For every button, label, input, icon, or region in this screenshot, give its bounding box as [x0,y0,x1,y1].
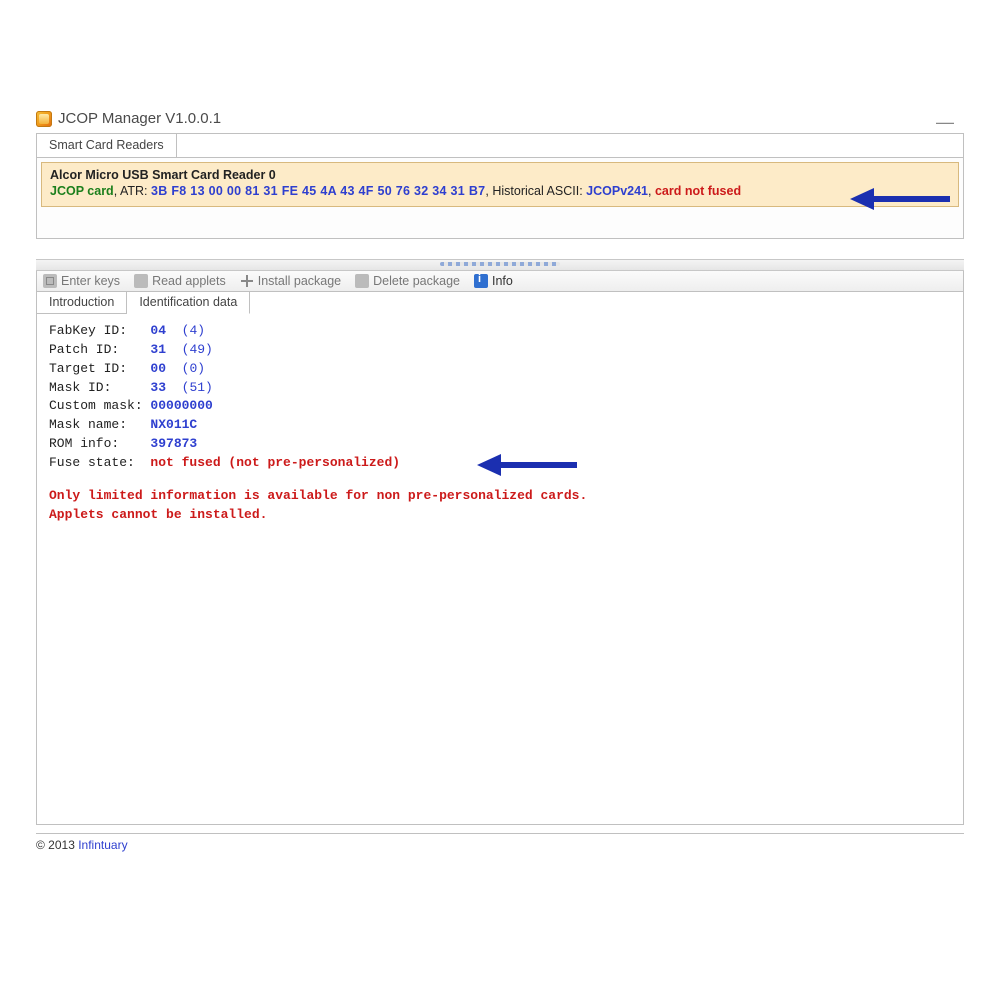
reader-name: Alcor Micro USB Smart Card Reader 0 [50,167,950,183]
reader-atr-line: JCOP card, ATR: 3B F8 13 00 00 81 31 FE … [50,183,950,199]
row-target: Target ID: 00 (0) [49,360,951,379]
install-package-button[interactable]: Install package [240,274,341,288]
splitter-handle[interactable] [36,259,964,271]
copyright-text: © 2013 [36,838,78,852]
warning-line-1: Only limited information is available fo… [49,487,951,506]
delete-icon [355,274,369,288]
row-fabkey: FabKey ID: 04 (4) [49,322,951,341]
row-custom-mask: Custom mask: 00000000 [49,397,951,416]
row-fuse-state: Fuse state: not fused (not pre-personali… [49,454,951,473]
row-mask-name: Mask name: NX011C [49,416,951,435]
card-type: JCOP card [50,184,114,198]
info-button[interactable]: Info [474,274,513,288]
tab-smart-card-readers[interactable]: Smart Card Readers [37,134,177,157]
hist-value: JCOPv241 [586,184,648,198]
row-rom-info: ROM info: 397873 [49,435,951,454]
footer-link[interactable]: Infintuary [78,838,127,852]
read-icon [134,274,148,288]
plus-icon [240,274,254,288]
footer: © 2013 Infintuary [36,833,964,852]
reader-panel: Alcor Micro USB Smart Card Reader 0 JCOP… [36,157,964,239]
toolbar: Enter keys Read applets Install package … [36,271,964,292]
read-applets-button[interactable]: Read applets [134,274,226,288]
delete-package-button[interactable]: Delete package [355,274,460,288]
tab-identification-data[interactable]: Identification data [127,292,250,314]
enter-keys-button[interactable]: Enter keys [43,274,120,288]
warning-line-2: Applets cannot be installed. [49,506,951,525]
reader-entry[interactable]: Alcor Micro USB Smart Card Reader 0 JCOP… [41,162,959,207]
card-status: card not fused [655,184,741,198]
row-patch: Patch ID: 31 (49) [49,341,951,360]
app-icon [36,111,52,127]
atr-label: ATR: [120,184,148,198]
top-tabstrip: Smart Card Readers [36,133,964,157]
row-mask: Mask ID: 33 (51) [49,379,951,398]
tab-introduction[interactable]: Introduction [37,292,127,314]
window-controls[interactable]: — [936,112,956,133]
hist-label: Historical ASCII: [492,184,582,198]
identification-content: FabKey ID: 04 (4) Patch ID: 31 (49) Targ… [36,314,964,825]
window-titlebar: JCOP Manager V1.0.0.1 [36,110,964,127]
window-title: JCOP Manager V1.0.0.1 [58,110,221,127]
sub-tabstrip: Introduction Identification data [36,292,964,314]
keys-icon [43,274,57,288]
atr-bytes: 3B F8 13 00 00 81 31 FE 45 4A 43 4F 50 7… [151,184,485,198]
info-icon [474,274,488,288]
